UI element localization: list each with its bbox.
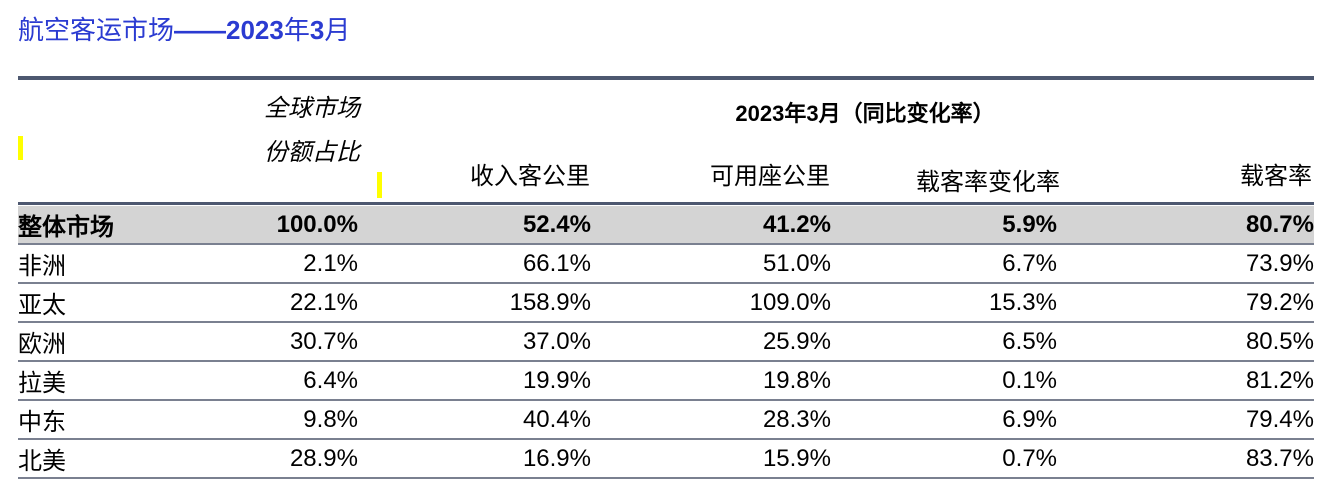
cell-ask: 28.3% [591, 400, 831, 440]
cell-plf: 83.7% [1057, 439, 1314, 479]
cell-plf: 79.4% [1057, 400, 1314, 440]
cell-share: 9.8% [168, 400, 358, 440]
highlight-marker [18, 136, 23, 160]
cell-ask: 41.2% [591, 206, 831, 245]
cell-plf: 73.9% [1057, 244, 1314, 284]
cell-rpk: 19.9% [358, 361, 591, 401]
cell-region: 北美 [18, 439, 168, 479]
cell-region: 非洲 [18, 244, 168, 284]
cell-rpk: 158.9% [358, 283, 591, 323]
period-month: 3 [806, 101, 819, 126]
cell-region: 整体市场 [18, 206, 168, 245]
header-col-ask: 可用座公里 [710, 163, 830, 190]
cell-ask: 51.0% [591, 244, 831, 284]
table-row: 欧洲 30.7% 37.0% 25.9% 6.5% 80.5% [18, 322, 1314, 362]
table-row-total: 整体市场 100.0% 52.4% 41.2% 5.9% 80.7% [18, 206, 1314, 245]
cell-share: 30.7% [168, 322, 358, 362]
header-share-line2: 份额占比 [264, 139, 360, 166]
title-month-char: 月 [324, 15, 351, 45]
cell-plf-change: 5.9% [831, 206, 1057, 245]
cell-plf-change: 6.5% [831, 322, 1057, 362]
cell-ask: 19.8% [591, 361, 831, 401]
cell-rpk: 37.0% [358, 322, 591, 362]
title-month-num: 3 [309, 15, 325, 45]
period-rest: 月（同比变化率） [818, 101, 995, 126]
header-share-line1: 全球市场 [264, 95, 360, 122]
highlight-marker [377, 172, 382, 198]
cell-plf-change: 15.3% [831, 283, 1057, 323]
cell-plf-change: 0.1% [831, 361, 1057, 401]
table-row: 非洲 2.1% 66.1% 51.0% 6.7% 73.9% [18, 244, 1314, 284]
cell-region: 欧洲 [18, 322, 168, 362]
cell-share: 2.1% [168, 244, 358, 284]
title-dash-year: ——2023 [174, 15, 284, 45]
period-year-char: 年 [784, 101, 807, 126]
cell-share: 100.0% [168, 206, 358, 245]
cell-plf-change: 6.7% [831, 244, 1057, 284]
cell-share: 22.1% [168, 283, 358, 323]
title-year-char: 年 [283, 15, 310, 45]
cell-plf: 80.5% [1057, 322, 1314, 362]
cell-region: 亚太 [18, 283, 168, 323]
table-row: 拉美 6.4% 19.9% 19.8% 0.1% 81.2% [18, 361, 1314, 401]
cell-share: 6.4% [168, 361, 358, 401]
period-year: 2023 [735, 101, 785, 126]
cell-plf-change: 6.9% [831, 400, 1057, 440]
top-rule [18, 76, 1314, 80]
header-col-plf: 载客率 [1240, 163, 1312, 190]
cell-rpk: 40.4% [358, 400, 591, 440]
header-period: 2023年3月（同比变化率） [700, 96, 1030, 128]
cell-plf: 81.2% [1057, 361, 1314, 401]
cell-plf: 80.7% [1057, 206, 1314, 245]
cell-plf-change: 0.7% [831, 439, 1057, 479]
cell-plf: 79.2% [1057, 283, 1314, 323]
cell-region: 拉美 [18, 361, 168, 401]
cell-rpk: 66.1% [358, 244, 591, 284]
cell-ask: 109.0% [591, 283, 831, 323]
cell-ask: 25.9% [591, 322, 831, 362]
market-table: 整体市场 100.0% 52.4% 41.2% 5.9% 80.7% 非洲 2.… [18, 206, 1314, 479]
table-row: 亚太 22.1% 158.9% 109.0% 15.3% 79.2% [18, 283, 1314, 323]
page-title: 航空客运市场——2023年3月 [18, 10, 350, 47]
cell-rpk: 16.9% [358, 439, 591, 479]
table-row: 中东 9.8% 40.4% 28.3% 6.9% 79.4% [18, 400, 1314, 440]
cell-ask: 15.9% [591, 439, 831, 479]
cell-rpk: 52.4% [358, 206, 591, 245]
table-row: 北美 28.9% 16.9% 15.9% 0.7% 83.7% [18, 439, 1314, 479]
header-rule [18, 202, 1314, 205]
header-col-plf-change: 载客率变化率 [916, 169, 1060, 196]
title-text: 航空客运市场 [18, 15, 175, 45]
cell-region: 中东 [18, 400, 168, 440]
header-col-rpk: 收入客公里 [470, 163, 590, 190]
cell-share: 28.9% [168, 439, 358, 479]
